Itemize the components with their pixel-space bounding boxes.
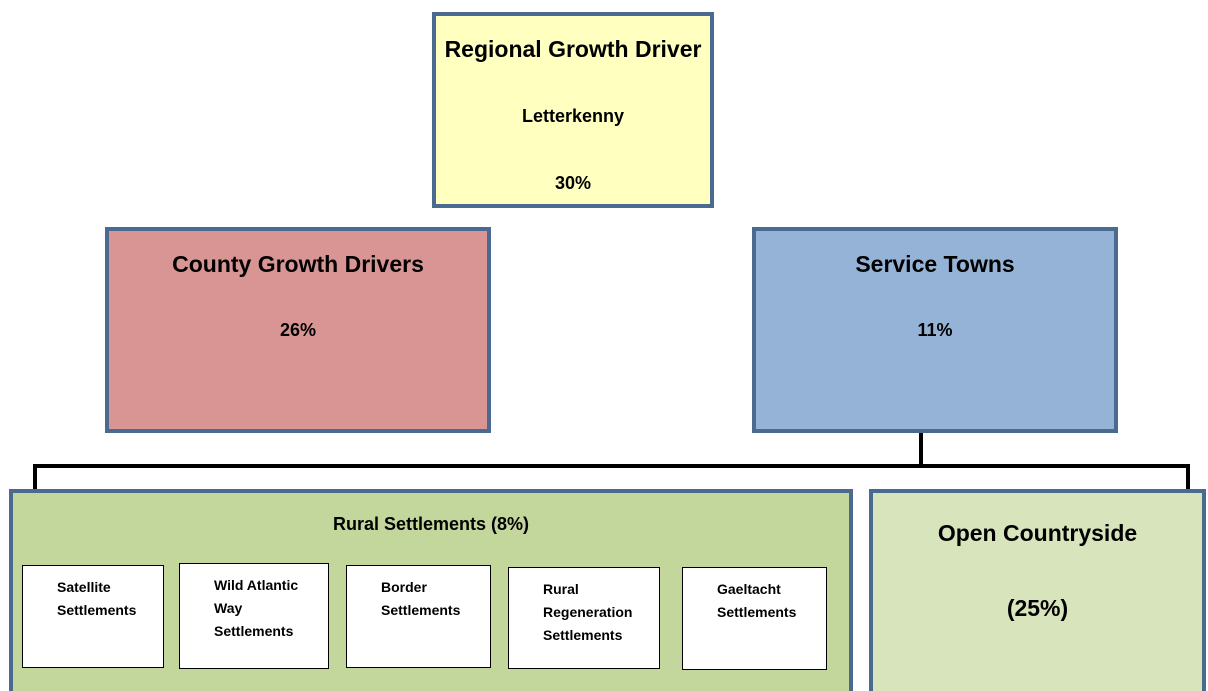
settlement-box: Border Settlements <box>346 565 491 668</box>
label-line: Rural <box>543 581 579 597</box>
settlement-label: Border Settlements <box>364 576 460 622</box>
settlement-box: Wild Atlantic Way Settlements <box>179 563 329 669</box>
label-line: Settlements <box>57 602 137 618</box>
label-line: Regeneration <box>543 604 633 620</box>
label-line: Way <box>214 600 243 616</box>
label-line: Border <box>381 579 427 595</box>
settlement-box: Gaeltacht Settlements <box>682 567 827 670</box>
label-line: Settlements <box>381 602 461 618</box>
box-title: Open Countryside <box>937 520 1138 546</box>
countryside-box: Open Countryside (25%) <box>869 489 1206 691</box>
box-subtitle: Letterkenny <box>521 106 625 126</box>
box-title: Service Towns <box>855 251 1015 277</box>
county-box: County Growth Drivers 26% <box>105 227 491 433</box>
regional-box: Regional Growth Driver Letterkenny 30% <box>432 12 714 208</box>
connector <box>33 464 1190 492</box>
box-title: Regional Growth Driver <box>444 36 702 62</box>
label-line: Gaeltacht <box>717 581 781 597</box>
settlement-box: Rural Regeneration Settlements <box>508 567 660 669</box>
box-share: 30% <box>554 173 592 193</box>
settlement-box: Satellite Settlements <box>22 565 164 668</box>
box-share: 11% <box>917 320 953 340</box>
box-title: Rural Settlements (8%) <box>332 514 530 534</box>
label-line: Settlements <box>717 604 797 620</box>
label-line: Settlements <box>214 623 294 639</box>
settlement-label: Gaeltacht Settlements <box>700 578 796 624</box>
label-line: Wild Atlantic <box>214 577 299 593</box>
settlement-label: Wild Atlantic Way Settlements <box>197 574 298 643</box>
settlement-label: Satellite Settlements <box>40 576 136 622</box>
service-box: Service Towns 11% <box>752 227 1118 433</box>
label-line: Settlements <box>543 627 623 643</box>
box-share: (25%) <box>1006 595 1069 621</box>
box-title: County Growth Drivers <box>172 251 424 277</box>
box-share: 26% <box>279 320 317 340</box>
label-line: Satellite <box>57 579 111 595</box>
settlement-label: Rural Regeneration Settlements <box>526 578 632 647</box>
